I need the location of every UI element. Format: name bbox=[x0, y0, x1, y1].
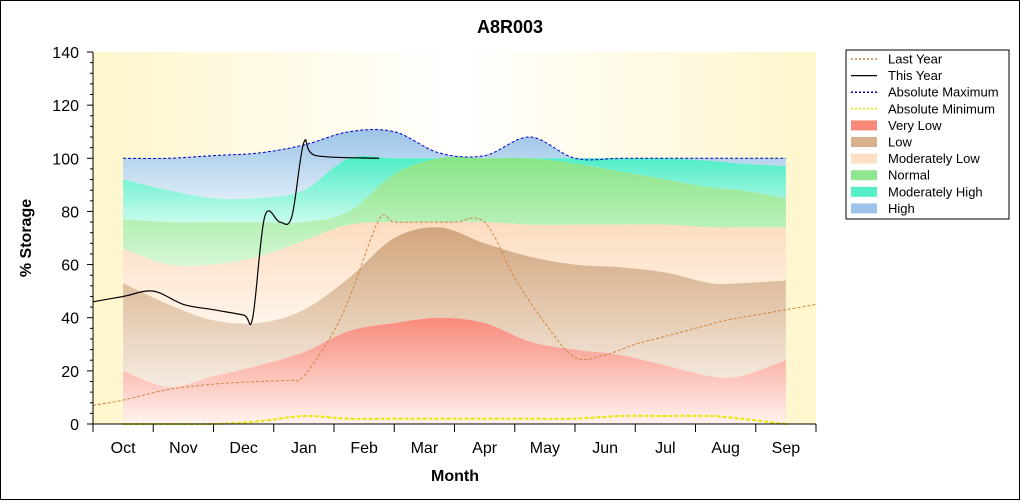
x-tick-label: Apr bbox=[472, 440, 498, 457]
legend-swatch-very-low bbox=[851, 120, 877, 131]
x-tick-label: Jul bbox=[655, 440, 675, 457]
legend-label-absolute-maximum: Absolute Maximum bbox=[888, 85, 999, 100]
legend-swatch-high bbox=[851, 203, 877, 214]
x-tick-label: Jan bbox=[291, 440, 317, 457]
band-normal bbox=[123, 157, 786, 267]
x-tick-label: Feb bbox=[350, 440, 378, 457]
x-tick-label: Aug bbox=[711, 440, 739, 457]
y-tick-label: 120 bbox=[52, 98, 79, 115]
y-tick-label: 80 bbox=[61, 204, 79, 221]
band-moderately-low bbox=[123, 221, 786, 324]
y-tick-label: 100 bbox=[52, 151, 79, 168]
x-axis-ticks: Oct Nov Dec Jan Feb Mar Apr May Jun Jul Aug Sep bbox=[92, 424, 817, 457]
x-axis-label: Month bbox=[431, 468, 479, 485]
y-axis-ticks: 0 20 40 60 80 100 120 140 bbox=[52, 45, 93, 434]
x-tick-label: May bbox=[530, 440, 560, 457]
legend-label-low: Low bbox=[888, 135, 912, 150]
y-axis-label: % Storage bbox=[18, 199, 35, 277]
band-high bbox=[123, 129, 786, 200]
x-tick-label: Sep bbox=[772, 440, 801, 457]
legend-swatch-moderately-high bbox=[851, 186, 877, 197]
legend-label-high: High bbox=[888, 201, 915, 216]
x-tick-label: Jun bbox=[592, 440, 618, 457]
range-bands bbox=[123, 129, 786, 424]
legend-label-moderately-low: Moderately Low bbox=[888, 151, 980, 166]
y-tick-label: 60 bbox=[61, 258, 79, 275]
legend-swatch-low bbox=[851, 137, 877, 147]
band-very-low bbox=[123, 317, 786, 424]
this-year-line bbox=[92, 139, 380, 326]
band-moderately-high bbox=[123, 155, 786, 223]
x-tick-label: Dec bbox=[229, 440, 257, 457]
x-tick-label: Oct bbox=[111, 440, 136, 457]
y-tick-label: 140 bbox=[52, 45, 79, 62]
legend-label-this-year: This Year bbox=[888, 68, 943, 83]
legend-swatch-moderately-low bbox=[851, 153, 877, 164]
x-tick-label: Mar bbox=[411, 440, 439, 457]
absolute-minimum-line bbox=[123, 414, 787, 426]
x-tick-label: Nov bbox=[169, 440, 197, 457]
series-lines bbox=[92, 129, 817, 426]
last-year-line bbox=[92, 214, 817, 406]
y-tick-label: 0 bbox=[70, 417, 79, 434]
absolute-maximum-line bbox=[123, 129, 786, 161]
legend-label-normal: Normal bbox=[888, 168, 930, 183]
legend-label-very-low: Very Low bbox=[888, 118, 942, 133]
band-low bbox=[123, 227, 786, 387]
y-tick-label: 40 bbox=[61, 311, 79, 328]
legend-label-absolute-minimum: Absolute Minimum bbox=[888, 101, 995, 116]
y-tick-label: 20 bbox=[61, 364, 79, 381]
legend-swatch-normal bbox=[851, 170, 877, 181]
legend-label-moderately-high: Moderately High bbox=[888, 184, 983, 199]
chart-title: A8R003 bbox=[477, 17, 543, 37]
legend-label-last-year: Last Year bbox=[888, 52, 943, 67]
